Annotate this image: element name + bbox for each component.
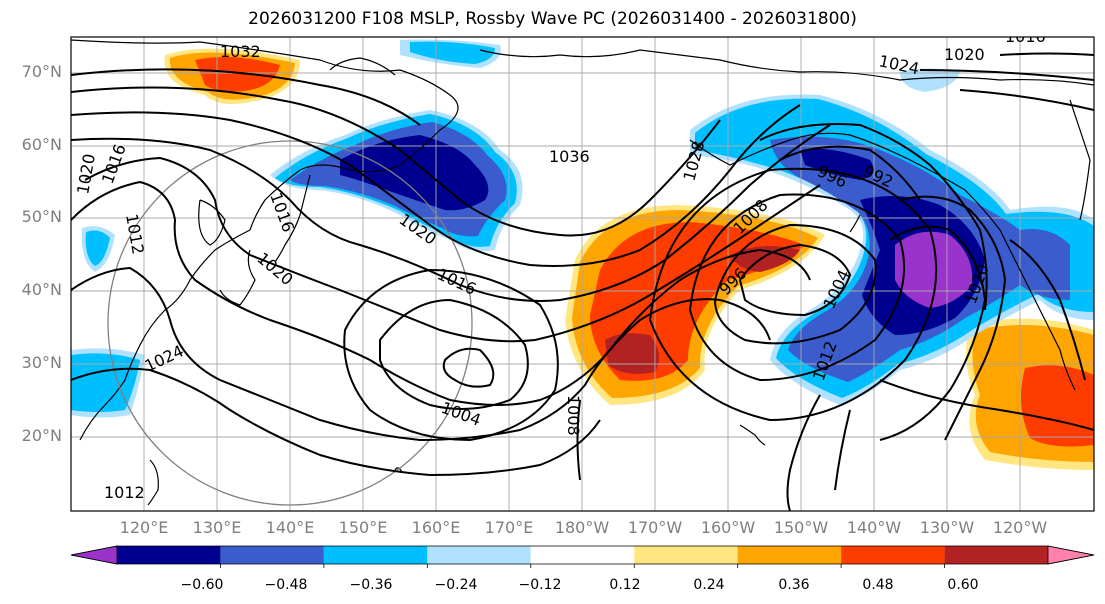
lat-label: 20°N: [21, 426, 62, 445]
lat-label: 40°N: [21, 280, 62, 299]
lon-label: 120°W: [992, 518, 1048, 537]
lat-label: 30°N: [21, 353, 62, 372]
colorbar-segment: [841, 546, 945, 564]
lon-label: 170°W: [627, 518, 683, 537]
colorbar-tick-label: −0.60: [180, 577, 224, 593]
contour-label: 1016: [1005, 27, 1046, 46]
lon-label: 120°E: [119, 518, 169, 537]
colorbar-tick-label: 0.60: [947, 577, 979, 593]
colorbar-tick-label: 0.24: [693, 577, 725, 593]
lon-label: 180°W: [554, 518, 610, 537]
colorbar-segment: [427, 546, 531, 564]
colorbar-tick-label: 0.48: [862, 577, 894, 593]
lon-label: 130°W: [919, 518, 975, 537]
lat-label: 50°N: [21, 207, 62, 226]
colorbar-tick-label: 0.36: [778, 577, 810, 593]
colorbar-tick-label: −0.24: [434, 577, 478, 593]
colorbar-segment: [220, 546, 324, 564]
lon-label: 150°E: [338, 518, 388, 537]
contour-label: 1008: [564, 395, 583, 436]
map-title: 2026031200 F108 MSLP, Rossby Wave PC (20…: [248, 9, 857, 29]
lon-label: 170°E: [484, 518, 534, 537]
colorbar-segment: [944, 546, 1048, 564]
colorbar-tick-label: −0.48: [264, 577, 308, 593]
lon-label: 140°W: [846, 518, 902, 537]
map-field: 1032 1020 1016 1024 1020 1016 1036 1028 …: [71, 27, 1094, 511]
colorbar-tick-label: −0.12: [518, 577, 562, 593]
colorbar-extend-high: [1047, 545, 1095, 565]
colorbar-outline: [70, 545, 1095, 565]
coastlines: [71, 39, 1094, 506]
contour-label: 1020: [944, 45, 985, 64]
lon-label: 130°E: [192, 518, 242, 537]
mslp-isobars: [71, 52, 1094, 511]
colorbar-tick-label: 0.12: [609, 577, 641, 593]
negative-anomaly-purple: [895, 231, 973, 308]
lat-label: 60°N: [21, 135, 62, 154]
colorbar-segment: [323, 546, 428, 564]
lat-label: 70°N: [21, 62, 62, 81]
lon-label: 160°E: [411, 518, 461, 537]
contour-label: 1036: [549, 147, 590, 166]
lon-label: 160°W: [700, 518, 756, 537]
map-frame: [70, 36, 1095, 512]
colorbar-extend-low: [70, 545, 118, 565]
colorbar-tick-label: −0.36: [349, 577, 393, 593]
colorbar-segment: [530, 546, 635, 564]
colorbar-segment: [634, 546, 738, 564]
contour-label: 1012: [104, 483, 145, 502]
colorbar: [70, 545, 1095, 568]
great-circle-overlay: [107, 140, 473, 506]
colorbar-segment: [117, 546, 221, 564]
lon-label: 140°E: [265, 518, 315, 537]
lon-label: 150°W: [773, 518, 829, 537]
colorbar-segment: [737, 546, 842, 564]
contour-label: 1032: [220, 42, 261, 61]
